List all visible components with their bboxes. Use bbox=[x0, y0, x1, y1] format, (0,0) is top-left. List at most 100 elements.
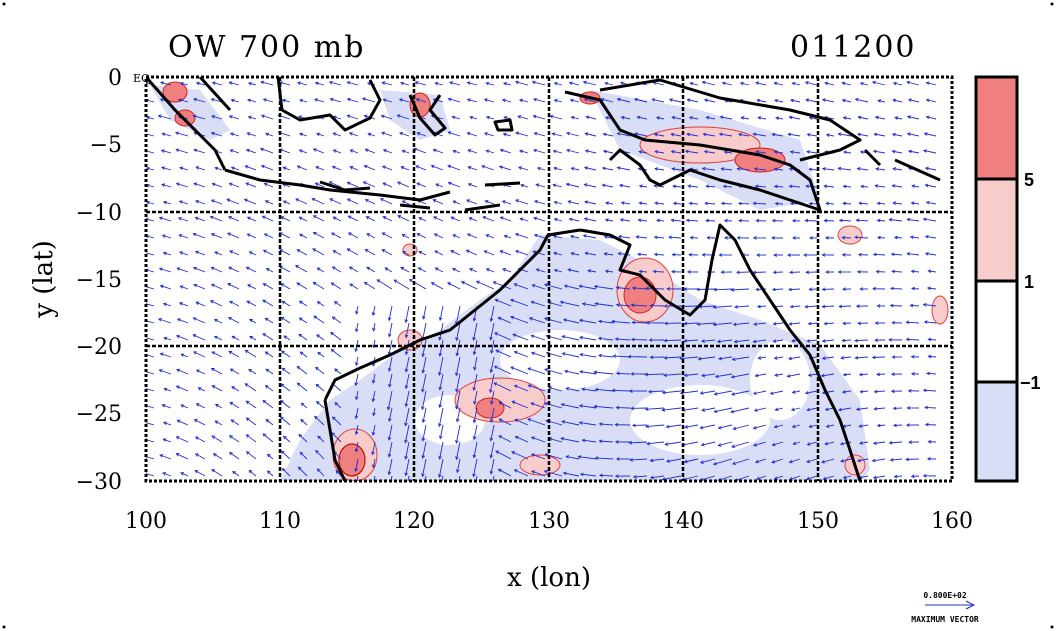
wind-vector bbox=[181, 353, 189, 358]
wind-vector-head bbox=[671, 115, 676, 120]
wind-vector-head bbox=[175, 453, 180, 457]
wind-vector-head bbox=[243, 198, 248, 202]
wind-vector bbox=[843, 117, 852, 120]
wind-vector bbox=[435, 183, 444, 188]
wind-vector bbox=[355, 390, 359, 400]
wind-vector-head bbox=[517, 115, 522, 119]
wind-vector-head bbox=[787, 253, 791, 257]
wind-vector-head bbox=[808, 167, 813, 172]
wind-vector-head bbox=[472, 351, 477, 356]
wind-vector-head bbox=[494, 298, 499, 303]
wind-vector-head bbox=[387, 333, 392, 338]
wind-vector-head bbox=[382, 182, 387, 186]
wind-vector-head bbox=[594, 387, 599, 392]
wind-vector-head bbox=[712, 461, 717, 466]
wind-vector-head bbox=[265, 368, 270, 373]
wind-vector-head bbox=[645, 424, 649, 429]
wind-vector-head bbox=[889, 303, 894, 308]
wind-vector bbox=[554, 201, 563, 205]
wind-vector-head bbox=[731, 357, 736, 362]
wind-vector bbox=[211, 132, 223, 137]
wind-vector-head bbox=[665, 459, 670, 463]
wind-vector bbox=[315, 182, 325, 188]
wind-vector bbox=[648, 390, 665, 393]
wind-vector-head bbox=[769, 391, 774, 396]
wind-vector bbox=[447, 282, 461, 290]
wind-vector-head bbox=[842, 372, 847, 377]
x-tick-label: 120 bbox=[393, 509, 435, 534]
wind-vector bbox=[639, 185, 648, 188]
wind-vector-head bbox=[332, 149, 337, 153]
wind-vector-head bbox=[598, 353, 602, 358]
wind-vector bbox=[490, 424, 495, 441]
map-date-code: 011200 bbox=[790, 30, 917, 65]
wind-vector-head bbox=[570, 166, 575, 171]
wind-vector bbox=[296, 282, 308, 290]
wind-vector-head bbox=[266, 470, 271, 475]
wind-vector-head bbox=[825, 133, 830, 137]
wind-vector bbox=[490, 356, 495, 373]
wind-vector-head bbox=[907, 389, 912, 393]
wind-vector-head bbox=[570, 115, 575, 120]
wind-vector-head bbox=[354, 382, 358, 387]
wind-vector bbox=[554, 269, 563, 273]
wind-vector-head bbox=[192, 232, 197, 237]
wind-vector bbox=[355, 424, 359, 435]
wind-vector-head bbox=[688, 116, 693, 120]
wind-vector-head bbox=[163, 336, 168, 341]
wind-vector bbox=[299, 149, 308, 154]
wind-vector-head bbox=[316, 301, 321, 305]
wind-vector bbox=[514, 351, 529, 358]
wind-vector bbox=[399, 132, 410, 137]
wind-vector-head bbox=[517, 166, 522, 170]
wind-vector-head bbox=[434, 250, 439, 254]
wind-vector-head bbox=[584, 251, 589, 256]
colorbar-label: 5 bbox=[1024, 170, 1034, 190]
wind-vector-head bbox=[872, 252, 877, 257]
wind-vector-head bbox=[774, 373, 779, 377]
wind-vector-head bbox=[247, 98, 251, 103]
wind-vector-head bbox=[790, 407, 795, 412]
x-tick-labels: 100 110 120 130 140 150 160 bbox=[125, 509, 973, 534]
wind-vector-head bbox=[532, 97, 537, 102]
wind-vector bbox=[790, 151, 801, 154]
wind-vector-head bbox=[721, 81, 726, 86]
wind-vector bbox=[490, 305, 495, 322]
wind-vector bbox=[368, 133, 376, 137]
wind-vector bbox=[246, 149, 257, 154]
wind-vector-head bbox=[616, 132, 621, 136]
wind-vector-head bbox=[315, 383, 320, 388]
wind-vector bbox=[194, 470, 206, 477]
wind-vector bbox=[448, 131, 461, 137]
wind-vector-head bbox=[176, 318, 181, 322]
wind-vector-head bbox=[772, 339, 777, 343]
wind-vector bbox=[347, 98, 359, 103]
wind-vector-head bbox=[354, 448, 359, 453]
wind-vector bbox=[859, 202, 869, 205]
wind-vector bbox=[723, 185, 733, 188]
wind-vector bbox=[329, 198, 342, 205]
wind-vector-head bbox=[632, 475, 637, 479]
wind-vector bbox=[281, 450, 291, 460]
wind-vector-head bbox=[927, 439, 932, 444]
wind-vector bbox=[531, 402, 546, 409]
wind-vector bbox=[595, 303, 614, 307]
wind-vector-head bbox=[229, 250, 233, 254]
wind-vector-head bbox=[536, 166, 541, 171]
wind-vector-head bbox=[714, 374, 719, 379]
wind-vector bbox=[486, 268, 495, 273]
wind-vector-head bbox=[636, 115, 641, 120]
wind-vector bbox=[439, 373, 444, 390]
wind-vector bbox=[789, 475, 801, 481]
wind-vector-head bbox=[927, 269, 932, 274]
wind-vector-head bbox=[892, 81, 897, 86]
wind-vector-head bbox=[455, 456, 459, 461]
wind-vector-head bbox=[614, 337, 619, 341]
wind-vector bbox=[211, 469, 223, 477]
wind-vector-head bbox=[364, 148, 369, 152]
wind-vector bbox=[698, 356, 716, 360]
wind-vector bbox=[405, 322, 410, 338]
wind-vector-head bbox=[466, 233, 471, 237]
x-tick-label: 100 bbox=[125, 509, 167, 534]
